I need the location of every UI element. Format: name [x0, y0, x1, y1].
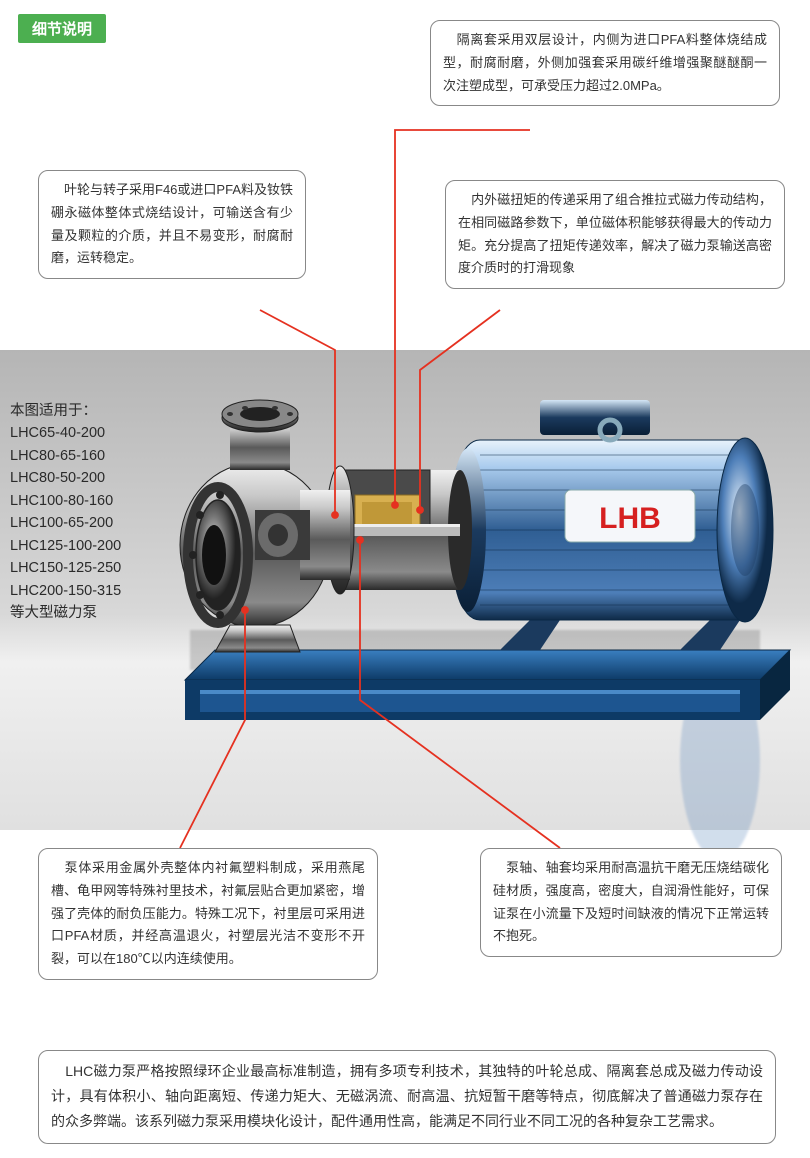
- model-list-header: 本图适用于：: [10, 400, 121, 422]
- model-item: LHC100-80-160: [10, 490, 121, 512]
- callout-impeller-rotor: 叶轮与转子采用F46或进口PFA料及钕铁硼永磁体整体式烧结设计，可输送含有少量及…: [38, 170, 306, 279]
- callout-shaft-sleeve: 泵轴、轴套均采用耐高温抗干磨无压烧结碳化硅材质，强度高，密度大，自润滑性能好，可…: [480, 848, 782, 957]
- model-item: 等大型磁力泵: [10, 602, 121, 624]
- model-item: LHC125-100-200: [10, 535, 121, 557]
- model-item: LHC200-150-315: [10, 580, 121, 602]
- model-item: LHC80-50-200: [10, 467, 121, 489]
- callout-summary: LHC磁力泵严格按照绿环企业最高标准制造，拥有多项专利技术，其独特的叶轮总成、隔…: [38, 1050, 776, 1144]
- callout-magnetic-torque: 内外磁扭矩的传递采用了组合推拉式磁力传动结构，在相同磁路参数下，单位磁体积能够获…: [445, 180, 785, 289]
- model-item: LHC150-125-250: [10, 557, 121, 579]
- callout-pump-body: 泵体采用金属外壳整体内衬氟塑料制成，采用燕尾槽、龟甲网等特殊衬里技术，衬氟层贴合…: [38, 848, 378, 980]
- title-badge: 细节说明: [18, 14, 106, 43]
- callout-isolation-sleeve: 隔离套采用双层设计，内侧为进口PFA料整体烧结成型，耐腐耐磨，外侧加强套采用碳纤…: [430, 20, 780, 106]
- model-item: LHC100-65-200: [10, 512, 121, 534]
- model-item: LHC80-65-160: [10, 445, 121, 467]
- model-item: LHC65-40-200: [10, 422, 121, 444]
- model-list: 本图适用于： LHC65-40-200 LHC80-65-160 LHC80-5…: [10, 400, 121, 625]
- pump-background: [0, 350, 810, 830]
